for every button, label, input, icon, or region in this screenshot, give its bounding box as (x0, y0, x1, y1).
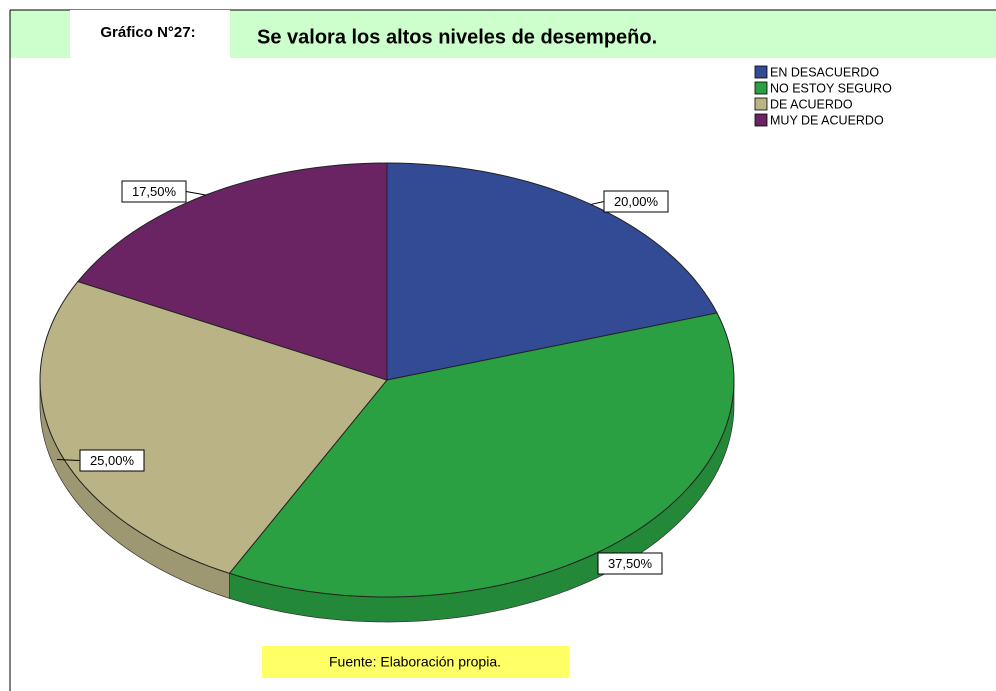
legend-label: EN DESACUERDO (770, 65, 879, 79)
source: Fuente: Elaboración propia. (329, 654, 501, 670)
value-label-box (121, 180, 187, 203)
slice (228, 312, 735, 598)
leader-line (185, 191, 206, 196)
value-label-box (597, 552, 663, 575)
value-label: 25,00% (90, 453, 135, 468)
legend-swatch (754, 65, 768, 79)
value-label-box (79, 449, 145, 472)
value-label: 20,00% (614, 194, 659, 209)
legend-swatch (754, 113, 768, 127)
leader-line (56, 459, 81, 461)
legend-label: MUY DE ACUERDO (770, 113, 884, 127)
value-label: 37,50% (608, 556, 653, 571)
legend-swatch (754, 81, 768, 95)
title-bar (232, 10, 996, 58)
value-label: 17,50% (132, 184, 177, 199)
legend-swatch (754, 97, 768, 111)
value-label-box (603, 190, 669, 213)
chart-title: Se valora los altos niveles de desempeño… (257, 26, 657, 48)
figure-label: Gráfico N°27: (100, 24, 195, 41)
slice (39, 280, 388, 574)
legend-label: NO ESTOY SEGURO (770, 81, 892, 95)
source-box (262, 646, 569, 678)
legend-label: DE ACUERDO (770, 97, 853, 111)
leader-line (590, 201, 605, 205)
label-bg (70, 10, 230, 58)
